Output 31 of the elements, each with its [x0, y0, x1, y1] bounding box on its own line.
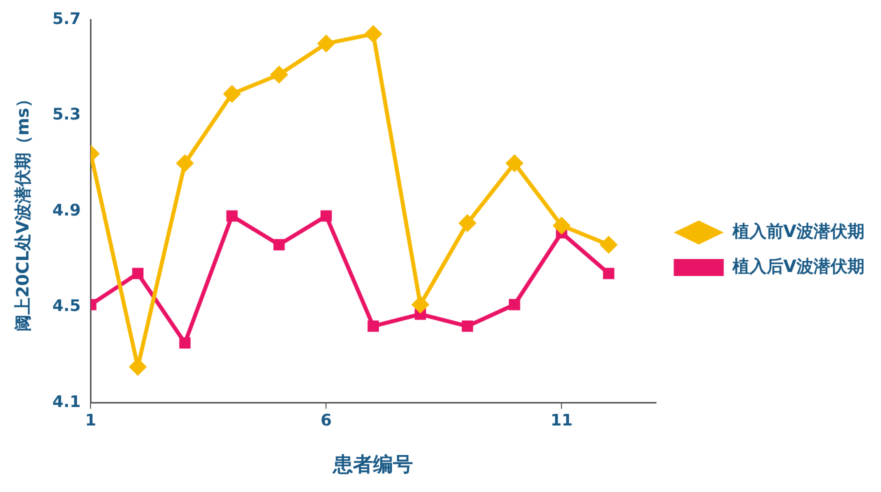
- y-tick-label: 5.3: [52, 104, 81, 124]
- point: [364, 24, 382, 43]
- point: [317, 34, 336, 53]
- point: [226, 210, 238, 222]
- point: [368, 320, 379, 332]
- point: [222, 84, 241, 103]
- point: [506, 154, 524, 172]
- x-tick-label: 11: [550, 410, 573, 430]
- point: [458, 214, 476, 232]
- y-tick-label: 4.5: [52, 296, 81, 316]
- point: [176, 154, 194, 172]
- point: [273, 239, 285, 250]
- y-tick-label: 5.7: [52, 8, 81, 28]
- point: [270, 66, 288, 84]
- point: [411, 296, 430, 314]
- legend-label: 植入前V波潜伏期: [731, 222, 864, 242]
- point: [320, 210, 332, 222]
- legend-label: 植入后V波潜伏期: [731, 256, 864, 277]
- point: [462, 320, 474, 332]
- x-axis-title: 患者编号: [332, 452, 414, 476]
- point: [132, 268, 144, 280]
- x-tick-label: 1: [85, 410, 96, 430]
- point: [600, 236, 618, 254]
- point: [508, 298, 520, 310]
- y-axis-title: 阈上20CL处V波潜伏期（ms）: [14, 90, 34, 332]
- point: [179, 337, 191, 349]
- point: [552, 216, 571, 235]
- point: [603, 268, 614, 280]
- y-tick-label: 4.1: [52, 392, 81, 411]
- y-tick-label: 4.9: [52, 200, 81, 220]
- x-tick-label: 6: [320, 410, 332, 430]
